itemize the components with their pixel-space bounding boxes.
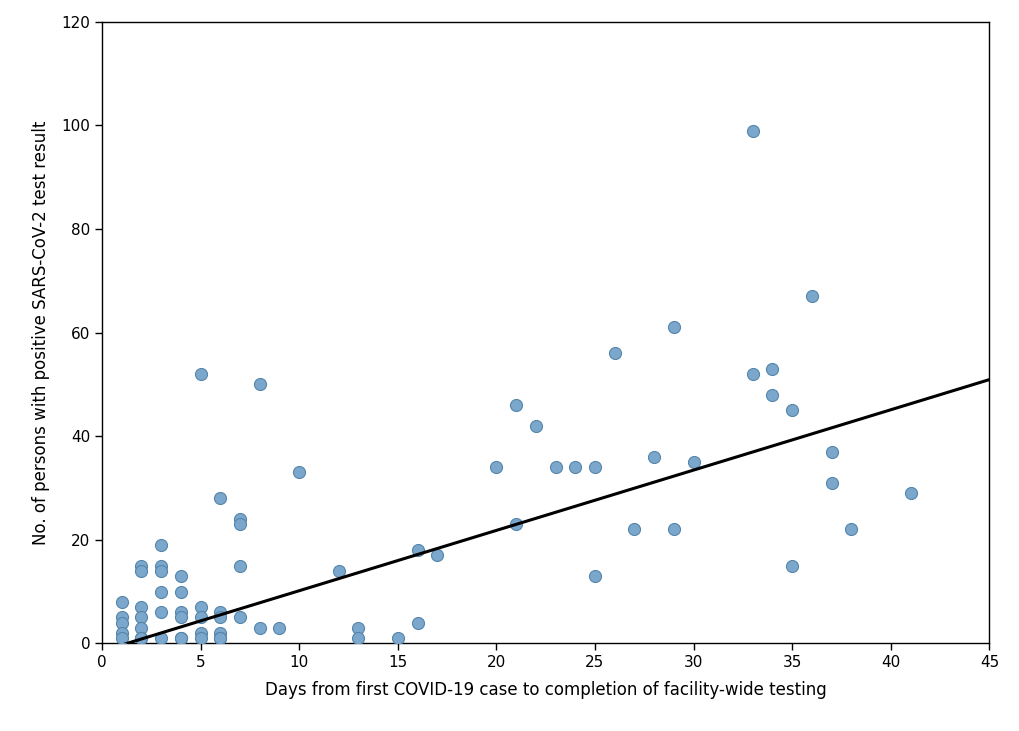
Point (586, 570, 602, 582)
Point (665, 523, 682, 535)
Point (153, 539, 169, 550)
Point (193, 612, 209, 624)
Point (133, 632, 150, 644)
Point (527, 420, 543, 431)
Point (744, 125, 760, 137)
Point (133, 612, 150, 624)
Point (252, 379, 268, 390)
Point (822, 477, 839, 488)
Point (172, 612, 189, 624)
Point (389, 632, 406, 644)
Point (429, 550, 445, 561)
Point (843, 523, 859, 535)
Point (507, 518, 524, 530)
Point (113, 612, 129, 624)
Point (193, 632, 209, 644)
Point (350, 622, 366, 634)
Point (763, 389, 780, 401)
Point (113, 632, 129, 644)
Point (212, 607, 228, 618)
Point (271, 622, 287, 634)
Point (153, 607, 169, 618)
Point (547, 461, 564, 473)
Point (685, 456, 701, 468)
Point (803, 290, 819, 302)
Point (784, 560, 800, 572)
Point (330, 565, 346, 577)
Point (606, 347, 623, 359)
Point (231, 612, 248, 624)
Point (744, 368, 760, 380)
Point (252, 622, 268, 634)
Point (153, 586, 169, 597)
Point (231, 513, 248, 525)
Point (488, 461, 504, 473)
Point (113, 617, 129, 629)
Point (212, 632, 228, 644)
Point (626, 523, 642, 535)
Point (290, 466, 307, 478)
Point (153, 565, 169, 577)
Point (172, 586, 189, 597)
Point (133, 601, 150, 613)
Point (902, 488, 918, 499)
Point (212, 627, 228, 639)
Y-axis label: No. of persons with positive SARS-CoV-2 test result: No. of persons with positive SARS-CoV-2 … (33, 121, 50, 545)
X-axis label: Days from first COVID-19 case to completion of facility-wide testing: Days from first COVID-19 case to complet… (265, 681, 825, 699)
Point (645, 451, 661, 463)
Point (193, 601, 209, 613)
Point (153, 632, 169, 644)
Point (507, 399, 524, 411)
Point (409, 617, 425, 629)
Point (153, 560, 169, 572)
Point (231, 560, 248, 572)
Point (172, 607, 189, 618)
Point (212, 493, 228, 504)
Point (172, 570, 189, 582)
Point (113, 627, 129, 639)
Point (231, 518, 248, 530)
Point (133, 560, 150, 572)
Point (133, 632, 150, 644)
Point (665, 322, 682, 333)
Point (113, 596, 129, 607)
Point (822, 446, 839, 458)
Point (133, 565, 150, 577)
Point (212, 632, 228, 644)
Point (172, 632, 189, 644)
Point (567, 461, 583, 473)
Point (784, 404, 800, 416)
Point (212, 612, 228, 624)
Point (350, 632, 366, 644)
Point (172, 632, 189, 644)
Point (193, 368, 209, 380)
Point (193, 627, 209, 639)
Point (586, 461, 602, 473)
Point (133, 622, 150, 634)
Point (763, 363, 780, 375)
Point (409, 544, 425, 556)
